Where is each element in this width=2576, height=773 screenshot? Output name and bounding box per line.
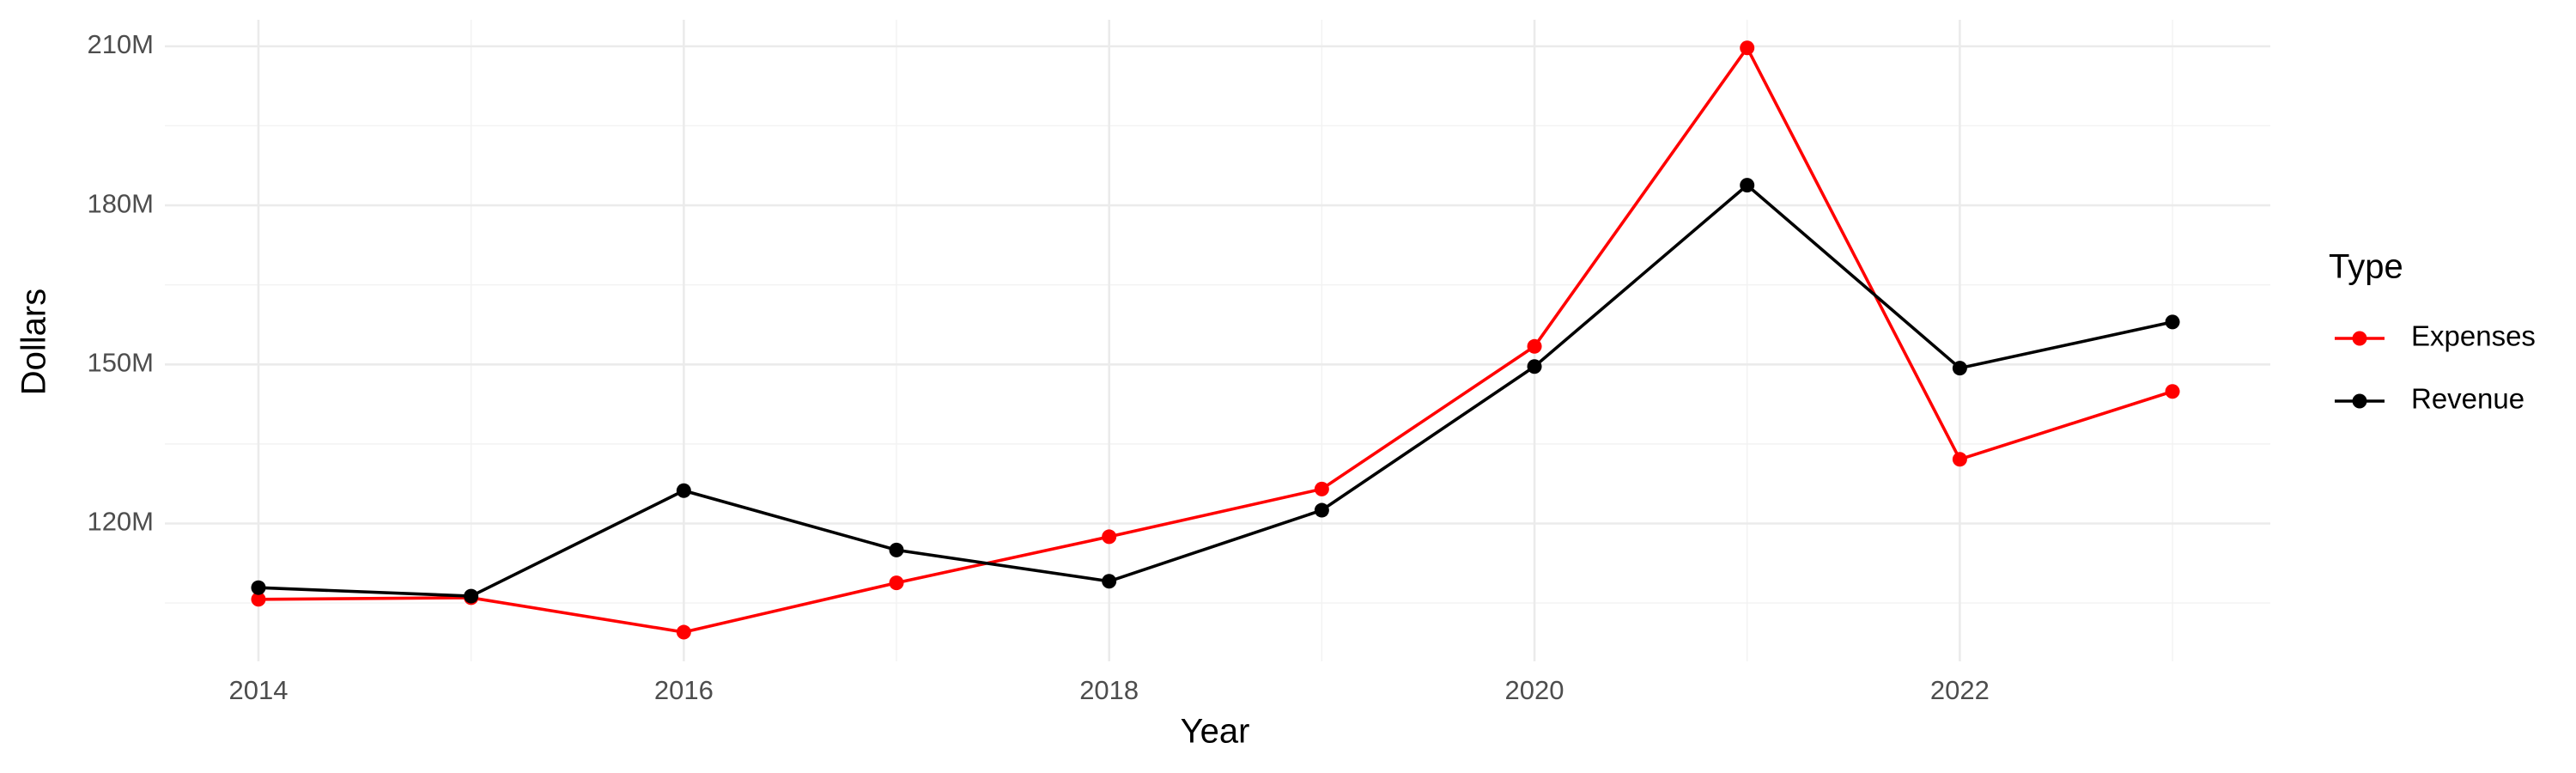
y-tick-label: 150M [87,347,154,377]
y-tick-label: 210M [87,29,154,59]
data-point [1740,40,1755,56]
data-point [1952,452,1967,467]
series-line [258,183,2173,598]
x-tick-label: 2020 [1505,675,1564,705]
data-point [1527,338,1542,354]
data-point [676,483,691,498]
legend-title: Type [2329,248,2403,286]
data-point [889,542,904,557]
data-point [464,588,479,604]
y-axis-label: Dollars [15,289,53,395]
data-point [1952,361,1967,376]
series-line [258,45,2173,634]
x-tick-label: 2018 [1079,675,1139,705]
legend-label: Revenue [2411,383,2524,415]
x-tick-label: 2014 [228,675,288,705]
y-tick-label: 120M [87,507,154,537]
data-point [889,575,904,591]
data-point [2165,314,2180,330]
data-point [1314,481,1329,496]
data-point [1527,359,1542,374]
x-tick-label: 2022 [1930,675,1990,705]
data-point [251,592,266,607]
y-tick-label: 180M [87,188,154,218]
data-point [1314,502,1329,518]
data-point [1102,574,1117,589]
data-point [2165,384,2180,399]
data-point [1102,529,1117,545]
data-point [251,580,266,595]
data-point [1740,178,1755,193]
legend-marker [2352,393,2367,409]
x-axis-label: Year [1181,713,1250,751]
legend-marker [2352,331,2367,346]
x-tick-label: 2016 [654,675,714,705]
data-point [676,624,691,640]
legend-label: Expenses [2411,320,2536,352]
